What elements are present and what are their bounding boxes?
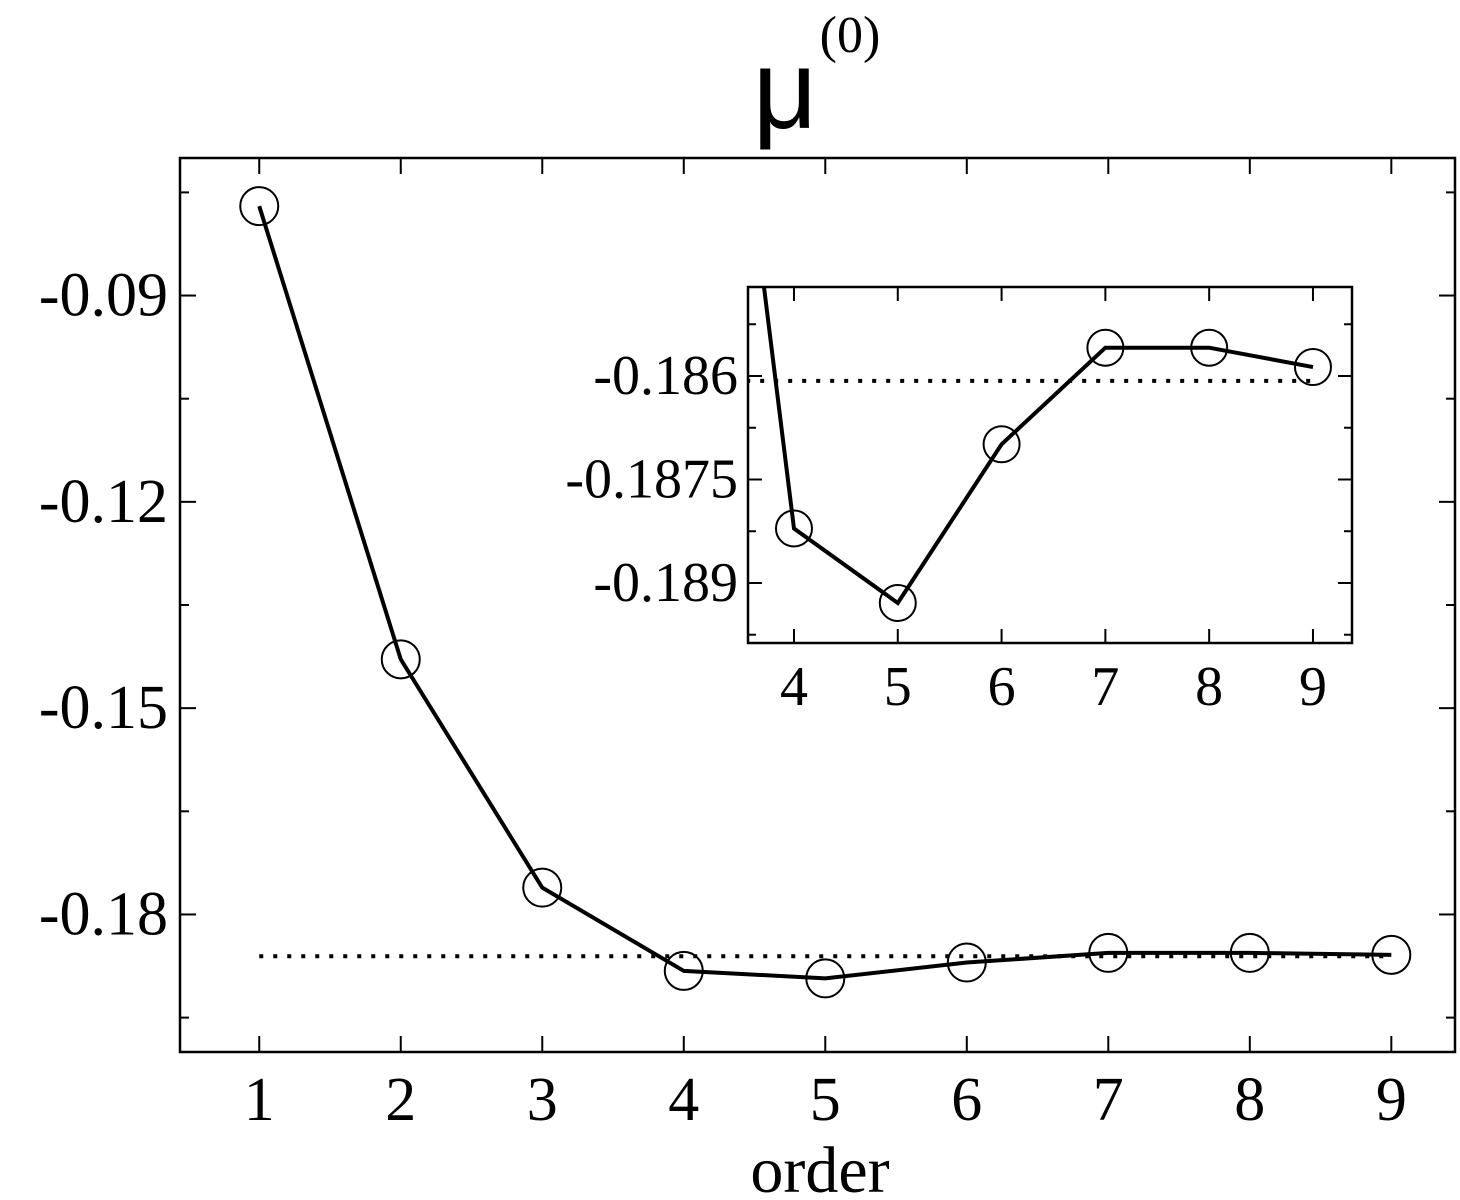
y-tick-label: -0.12: [39, 468, 168, 536]
x-tick-label: 9: [1299, 656, 1327, 718]
data-line: [257, 205, 1392, 981]
plot-frame: [746, 285, 1354, 645]
data-point: [1293, 348, 1332, 387]
x-tick-label: 6: [988, 656, 1016, 718]
x-tick-label: 5: [884, 656, 912, 718]
y-tick-label: -0.15: [39, 674, 168, 742]
data-point: [946, 942, 987, 983]
data-point: [1371, 934, 1412, 975]
data-point: [774, 509, 813, 548]
data-point: [239, 186, 280, 227]
data-point: [1086, 328, 1125, 367]
plot-area: [239, 186, 1412, 999]
y-tick-label: -0.186: [593, 345, 738, 407]
y-tick-label: -0.1875: [565, 448, 738, 510]
x-tick-label: 4: [780, 656, 808, 718]
data-point: [380, 639, 421, 680]
x-tick-label: 7: [1093, 1066, 1124, 1134]
data-point: [663, 950, 704, 991]
plot-frame: [178, 156, 1457, 1054]
y-tick-label: -0.18: [39, 880, 168, 948]
y-tick-label: -0.189: [593, 552, 738, 614]
data-point: [522, 867, 563, 908]
chart-title: μ: [753, 27, 818, 152]
x-axis-label: order: [750, 1134, 889, 1200]
x-tick-label: 7: [1091, 656, 1119, 718]
x-tick-label: 8: [1195, 656, 1223, 718]
x-tick-label: 3: [527, 1066, 558, 1134]
x-tick-label: 6: [951, 1066, 982, 1134]
x-tick-label: 1: [244, 1066, 275, 1134]
x-tick-label: 9: [1376, 1066, 1407, 1134]
data-point: [982, 425, 1021, 464]
data-point: [805, 958, 846, 999]
x-tick-label: 4: [668, 1066, 699, 1134]
data-point: [878, 583, 917, 622]
data-point: [1229, 932, 1270, 973]
y-tick-label: -0.09: [39, 262, 168, 330]
chart-title-superscript: (0): [820, 7, 881, 64]
x-tick-label: 5: [810, 1066, 841, 1134]
plot-area: [748, 287, 1332, 622]
data-point: [1088, 932, 1129, 973]
data-line: [761, 287, 1314, 606]
inset-background: [748, 287, 1352, 643]
x-tick-label: 2: [385, 1066, 416, 1134]
x-tick-label: 8: [1234, 1066, 1265, 1134]
data-point: [1190, 328, 1229, 367]
